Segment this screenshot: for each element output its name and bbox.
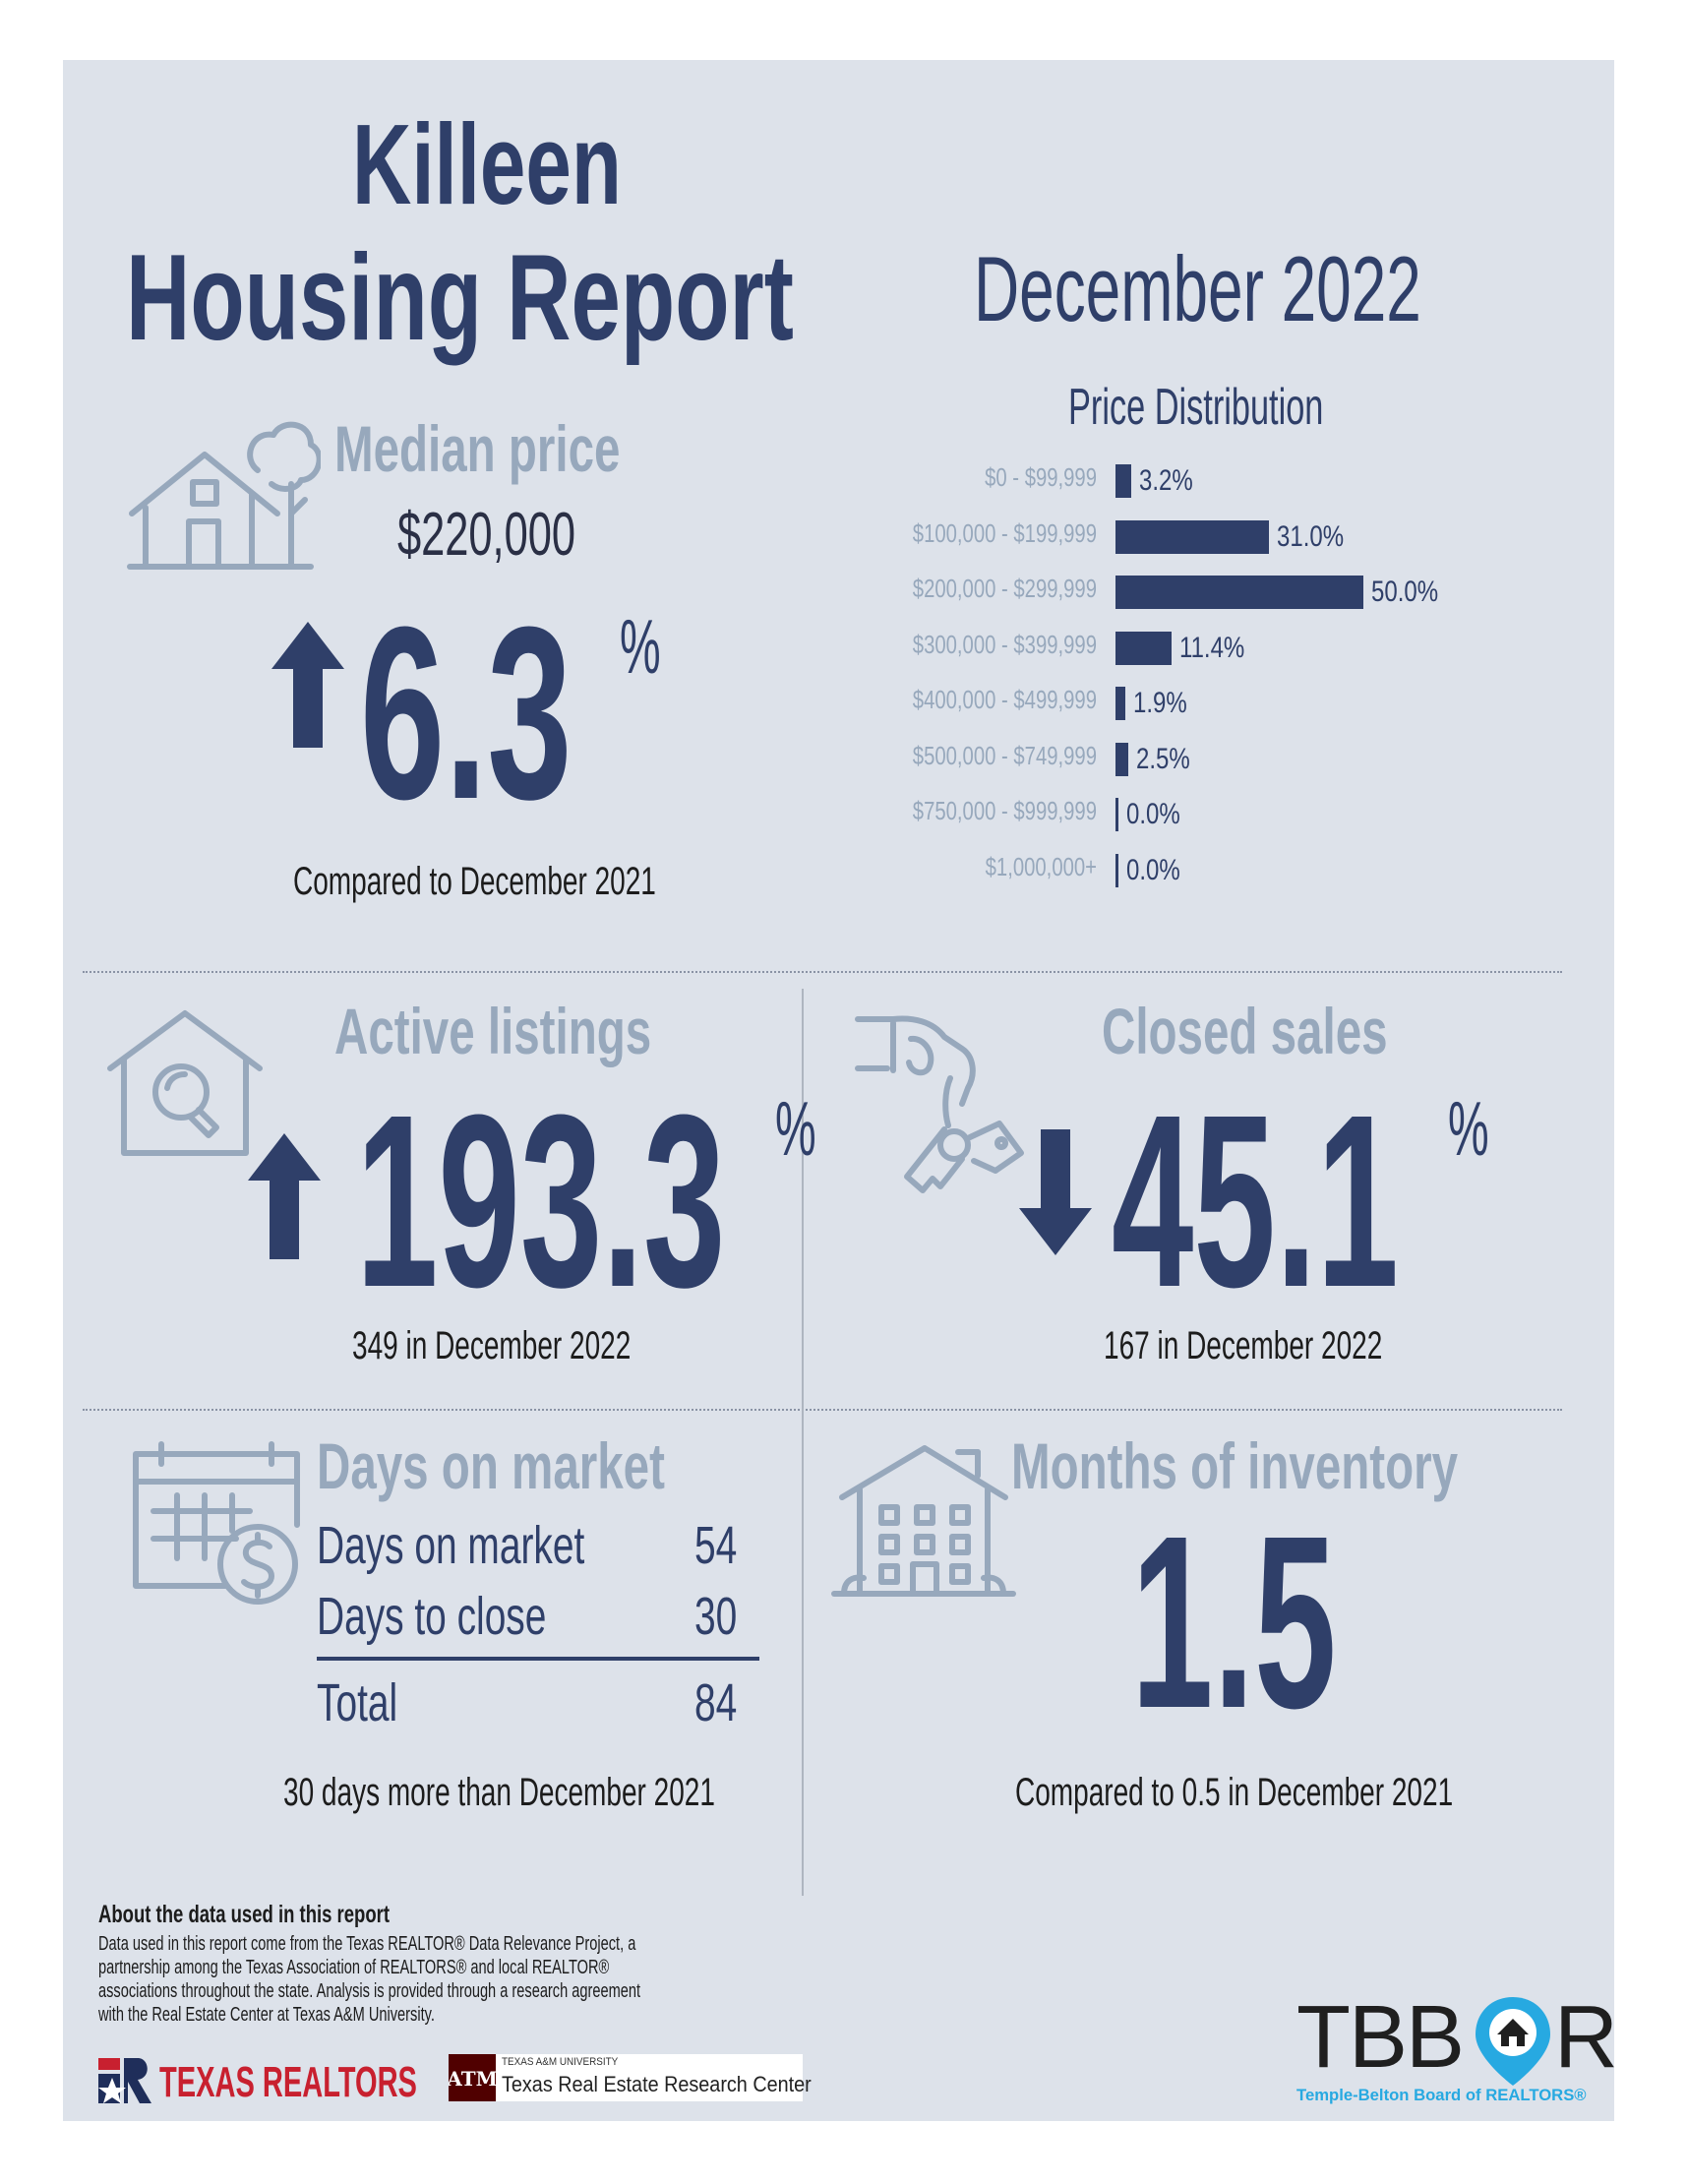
active-listings-note: 349 in December 2022 — [352, 1324, 632, 1367]
house-tree-icon — [124, 419, 321, 576]
active-listings-change: 193.3 — [356, 1063, 726, 1338]
arrow-up-icon — [248, 1133, 321, 1264]
price-bar — [1115, 742, 1128, 776]
report-title: Housing Report — [126, 230, 794, 366]
price-bar-value: 2.5% — [1135, 742, 1190, 775]
active-listings-label: Active listings — [334, 995, 652, 1067]
dom-row-name: Days on market — [317, 1516, 585, 1575]
months-inventory-value: 1.5 — [1131, 1485, 1337, 1759]
texas-realtors-logo — [98, 2058, 151, 2108]
about-line: Data used in this report come from the T… — [98, 1933, 636, 1955]
total-rule — [317, 1657, 759, 1661]
price-range-label: $200,000 - $299,999 — [912, 574, 1097, 603]
about-text: Data used in this report come from the T… — [98, 1932, 885, 2027]
price-range-label: $0 - $99,999 — [985, 462, 1097, 492]
house-search-icon — [106, 1009, 264, 1157]
price-bar-value: 31.0% — [1277, 519, 1345, 553]
report-period: December 2022 — [974, 237, 1421, 340]
price-bar — [1115, 631, 1173, 665]
price-bar — [1115, 798, 1118, 831]
tbbor-o-pin-icon — [1472, 1993, 1554, 2093]
price-bar-value: 11.4% — [1179, 631, 1245, 664]
price-distribution-title: Price Distribution — [1068, 379, 1324, 436]
texas-realtors-mark-icon — [98, 2058, 151, 2103]
price-distribution-chart: $0 - $99,999 3.2% $100,000 - $199,999 31.0%… — [787, 458, 1476, 901]
active-pct-sign: % — [775, 1085, 816, 1172]
price-bar-value: 0.0% — [1126, 853, 1180, 886]
total-row-name: Total — [317, 1673, 398, 1732]
months-inventory-label: Months of inventory — [1011, 1429, 1459, 1502]
price-bar-value: 50.0% — [1371, 576, 1439, 608]
price-range-label: $300,000 - $399,999 — [912, 629, 1097, 659]
divider-vertical — [802, 989, 804, 1896]
closed-sales-change: 45.1 — [1112, 1063, 1399, 1338]
calendar-dollar-icon — [132, 1440, 307, 1606]
tbbor-subtitle: Temple-Belton Board of REALTORS® — [1296, 2086, 1587, 2104]
about-line: with the Real Estate Center at Texas A&M… — [98, 2004, 435, 2026]
city-title: Killeen — [352, 100, 622, 228]
apartment-building-icon — [830, 1442, 1017, 1600]
dtc-row-name: Days to close — [317, 1587, 547, 1646]
months-inventory-note: Compared to 0.5 in December 2021 — [1015, 1771, 1454, 1814]
tamu-university: TEXAS A&M UNIVERSITY — [502, 2056, 619, 2068]
median-price-value: $220,000 — [397, 501, 576, 569]
price-range-label: $750,000 - $999,999 — [912, 796, 1097, 825]
price-bar-value: 0.0% — [1126, 798, 1180, 830]
closed-pct-sign: % — [1448, 1085, 1489, 1172]
median-pct-sign: % — [620, 603, 661, 690]
hand-keys-icon — [854, 1013, 1031, 1196]
price-range-label: $1,000,000+ — [985, 851, 1097, 881]
tamu-mark-icon: ATM — [446, 2054, 498, 2101]
price-bar — [1115, 687, 1125, 720]
price-bar-value: 1.9% — [1132, 687, 1187, 719]
about-line: partnership among the Texas Association … — [98, 1957, 610, 1978]
price-bar-value: 3.2% — [1139, 464, 1193, 497]
total-row-value: 84 — [694, 1673, 738, 1732]
price-bar — [1115, 576, 1363, 609]
about-title: About the data used in this report — [98, 1901, 391, 1928]
report-panel — [63, 60, 1614, 2121]
tamu-center: Texas Real Estate Research Center — [502, 2072, 812, 2096]
dtc-row-value: 30 — [694, 1587, 738, 1646]
tbbor-post: R — [1554, 1988, 1618, 2087]
dom-row-value: 54 — [694, 1516, 738, 1575]
divider-middle — [83, 1409, 1562, 1411]
svg-text:ATM: ATM — [449, 2067, 496, 2091]
days-on-market-note: 30 days more than December 2021 — [283, 1771, 715, 1814]
median-change-value: 6.3 — [360, 576, 572, 850]
days-on-market-label: Days on market — [317, 1429, 665, 1502]
price-bar — [1115, 464, 1132, 498]
price-bar — [1115, 853, 1118, 887]
arrow-down-icon — [1019, 1129, 1092, 1260]
tamu-logo — [449, 2054, 803, 2101]
median-price-label: Median price — [334, 412, 621, 485]
median-note: Compared to December 2021 — [293, 860, 656, 903]
closed-sales-label: Closed sales — [1102, 995, 1388, 1067]
price-bar — [1115, 519, 1270, 554]
texas-realtors-text: TEXAS REALTORS — [159, 2058, 417, 2106]
price-range-label: $500,000 - $749,999 — [912, 740, 1097, 770]
tbbor-pre: TBB — [1296, 1988, 1465, 2087]
price-range-label: $400,000 - $499,999 — [912, 685, 1097, 714]
closed-sales-note: 167 in December 2022 — [1104, 1324, 1383, 1367]
arrow-up-icon — [271, 622, 344, 753]
price-range-label: $100,000 - $199,999 — [912, 517, 1097, 548]
divider-top — [83, 971, 1562, 973]
about-line: associations throughout the state. Analy… — [98, 1980, 641, 2002]
